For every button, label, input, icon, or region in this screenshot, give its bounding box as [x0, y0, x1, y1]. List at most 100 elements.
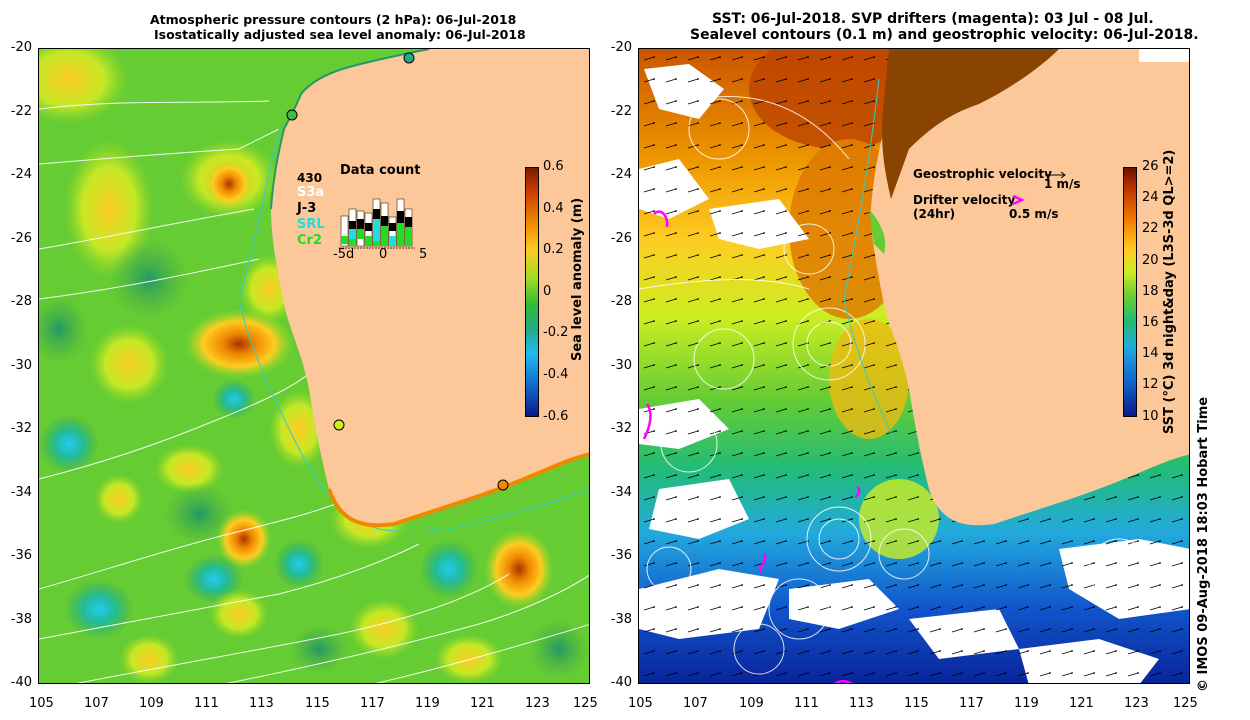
sst-cbar-tick-22: 22 [1142, 221, 1159, 236]
drifter-velocity-label: Drifter velocity [913, 193, 1016, 207]
right-title-line1: SST: 06-Jul-2018. SVP drifters (magenta)… [712, 11, 1154, 27]
right-xtick-117: 117 [959, 696, 984, 711]
sla-anomaly-blobs [39, 49, 589, 683]
right-ytick-m38: -38 [610, 612, 632, 627]
sla-colorbar-label: Sea level anomaly (m) [570, 197, 585, 361]
left-ytick-m32: -32 [10, 421, 32, 436]
left-ytick-m28: -28 [10, 294, 32, 309]
sst-cbar-tick-20: 20 [1142, 253, 1159, 268]
right-xtick-123: 123 [1124, 696, 1149, 711]
left-xtick-111: 111 [194, 696, 219, 711]
geostrophic-velocity-label: Geostrophic velocity [913, 167, 1052, 181]
left-xtick-125: 125 [573, 696, 598, 711]
sst-colorbar-label: SST (°C) 3d night&day (L3S-3d QL>=2) [1162, 149, 1177, 434]
legend-j3: J-3 [297, 201, 317, 216]
right-xtick-105: 105 [628, 696, 653, 711]
left-ytick-m38: -38 [10, 612, 32, 627]
velocity-legend: Geostrophic velocity 1 m/s Drifter veloc… [913, 165, 1093, 225]
drifter-arrow-icon [1012, 194, 1025, 206]
left-ytick-m26: -26 [10, 231, 32, 246]
sealevel-contours [639, 96, 1150, 675]
left-ytick-m24: -24 [10, 167, 32, 182]
drifter-velocity-sub: (24hr) [913, 207, 956, 221]
hist-xtick-m5: -5d [333, 247, 355, 262]
legend-srl: SRL [297, 217, 325, 232]
hist-xtick-0: 0 [379, 247, 388, 262]
sst-cbar-tick-18: 18 [1142, 284, 1159, 299]
imos-credit: © IMOS 09-Aug-2018 18:03 Hobart Time [1196, 396, 1211, 692]
bathymetry-contour [843, 78, 895, 440]
left-ytick-m34: -34 [10, 485, 32, 500]
tide-gauge-markers [286, 52, 509, 491]
right-xtick-125: 125 [1173, 696, 1198, 711]
pressure-contours [39, 100, 589, 683]
sla-cbar-tick-m0.6: -0.6 [543, 409, 569, 424]
sst-colorbar [1123, 167, 1137, 417]
right-xtick-121: 121 [1069, 696, 1094, 711]
legend-s3a: S3a [297, 185, 325, 200]
land-mass [869, 49, 1189, 526]
sla-cbar-tick-0.6: 0.6 [543, 159, 564, 174]
hist-xtick-5: 5 [419, 247, 428, 262]
data-count-total: 430 [297, 171, 323, 185]
right-xtick-107: 107 [683, 696, 708, 711]
left-ytick-m30: -30 [10, 358, 32, 373]
sst-cbar-tick-10: 10 [1142, 409, 1159, 424]
right-xtick-113: 113 [849, 696, 874, 711]
data-count-histogram [339, 198, 415, 249]
left-xtick-107: 107 [84, 696, 109, 711]
left-xtick-123: 123 [525, 696, 550, 711]
sst-cbar-tick-26: 26 [1142, 159, 1159, 174]
histogram-bars [340, 198, 413, 247]
sla-cbar-tick-m0.4: -0.4 [543, 367, 569, 382]
right-ytick-m36: -36 [610, 548, 632, 563]
right-ytick-m32: -32 [610, 421, 632, 436]
sst-cbar-tick-14: 14 [1142, 346, 1159, 361]
left-xtick-121: 121 [470, 696, 495, 711]
sst-cbar-tick-12: 12 [1142, 377, 1159, 392]
data-count-title: Data count [340, 163, 421, 178]
left-ytick-m40: -40 [10, 675, 32, 690]
left-xtick-109: 109 [139, 696, 164, 711]
right-ytick-m22: -22 [610, 104, 632, 119]
data-count-inset: 430 Data count S3a J-3 SRL Cr2 [297, 163, 427, 263]
sla-colorbar [525, 167, 539, 417]
left-title-line2: Isostatically adjusted sea level anomaly… [154, 27, 526, 42]
left-ytick-m20: -20 [10, 40, 32, 55]
right-xtick-111: 111 [794, 696, 819, 711]
left-xtick-119: 119 [415, 696, 440, 711]
right-map-panel[interactable]: Geostrophic velocity 1 m/s Drifter veloc… [638, 48, 1190, 684]
left-xtick-113: 113 [249, 696, 274, 711]
right-ytick-m28: -28 [610, 294, 632, 309]
right-ytick-m20: -20 [610, 40, 632, 55]
right-ytick-m24: -24 [610, 167, 632, 182]
sst-cbar-tick-24: 24 [1142, 190, 1159, 205]
sla-cbar-tick-0.2: 0.2 [543, 242, 564, 257]
legend-cr2: Cr2 [297, 233, 322, 248]
left-ytick-m36: -36 [10, 548, 32, 563]
land-mass [270, 49, 589, 528]
sla-map [39, 49, 589, 683]
right-xtick-115: 115 [904, 696, 929, 711]
right-xtick-119: 119 [1014, 696, 1039, 711]
left-ytick-m22: -22 [10, 104, 32, 119]
left-xtick-115: 115 [305, 696, 330, 711]
bathymetry-contour [238, 128, 589, 533]
geostrophic-velocity-value: 1 m/s [1044, 177, 1081, 191]
right-ytick-m34: -34 [610, 485, 632, 500]
left-title-line1: Atmospheric pressure contours (2 hPa): 0… [150, 12, 517, 27]
sla-cbar-tick-0: 0 [543, 284, 552, 299]
right-ytick-m40: -40 [610, 675, 632, 690]
geostrophic-arrow-icon [1045, 171, 1066, 179]
sst-map [639, 49, 1189, 683]
drifter-velocity-value: 0.5 m/s [1009, 207, 1059, 221]
right-ytick-m26: -26 [610, 231, 632, 246]
right-title-line2: Sealevel contours (0.1 m) and geostrophi… [690, 27, 1199, 43]
sla-cbar-tick-m0.2: -0.2 [543, 325, 569, 340]
left-xtick-117: 117 [360, 696, 385, 711]
drifter-tracks [642, 210, 861, 683]
left-xtick-105: 105 [29, 696, 54, 711]
right-xtick-109: 109 [739, 696, 764, 711]
sst-cbar-tick-16: 16 [1142, 315, 1159, 330]
left-map-panel[interactable]: 430 Data count S3a J-3 SRL Cr2 [38, 48, 590, 684]
